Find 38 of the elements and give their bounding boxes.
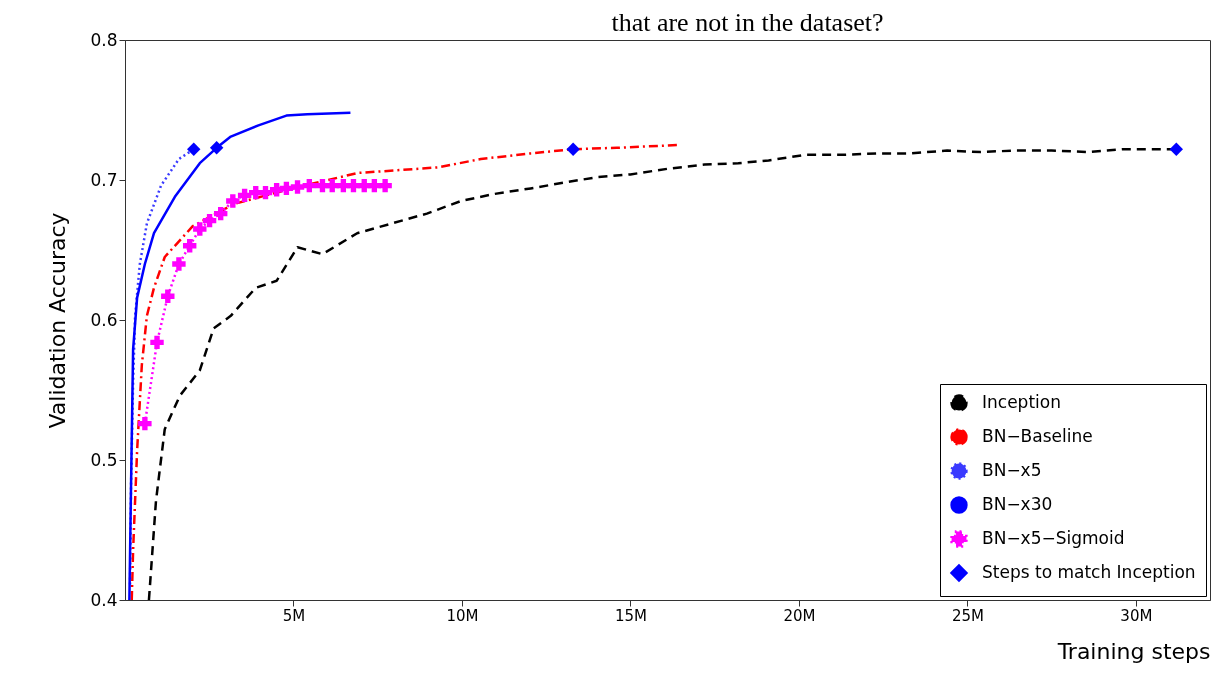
y-tick-label: 0.4 <box>90 589 118 610</box>
x-tick-label: 25M <box>951 606 984 625</box>
y-tick-label: 0.6 <box>90 309 118 330</box>
line-series <box>128 111 352 602</box>
point <box>290 180 305 194</box>
legend-label: Inception <box>982 392 1061 412</box>
point <box>566 142 580 156</box>
x-tick-label: 10M <box>446 606 479 625</box>
point <box>209 141 224 155</box>
y-tick-label: 0.8 <box>90 29 118 50</box>
legend-label: Steps to match Inception <box>982 562 1196 582</box>
x-tick-label: 15M <box>614 606 647 625</box>
point <box>302 178 317 193</box>
point <box>187 142 201 156</box>
y-tick-label: 0.7 <box>90 169 118 190</box>
y-axis-title: Validation Accuracy <box>45 212 71 429</box>
point <box>226 194 240 208</box>
point <box>172 257 186 271</box>
point <box>150 335 164 350</box>
x-axis-title: Training steps <box>1056 638 1211 664</box>
text: that are not in the dataset? <box>611 8 884 37</box>
point <box>182 239 197 253</box>
legend-label: BN−x30 <box>982 494 1053 514</box>
point <box>138 416 152 431</box>
x-tick-label: 5M <box>282 606 306 625</box>
legend-label: BN−x5 <box>982 460 1042 480</box>
line-series <box>130 143 679 602</box>
point <box>1169 142 1184 156</box>
legend-label: BN−x5−Sigmoid <box>982 528 1125 548</box>
point <box>213 206 228 221</box>
point <box>202 213 217 228</box>
point <box>193 222 207 236</box>
x-tick-label: 20M <box>783 606 816 625</box>
point <box>378 178 392 193</box>
legend-label: BN−Baseline <box>982 426 1093 446</box>
y-tick-label: 0.5 <box>90 449 118 470</box>
point <box>161 289 175 303</box>
x-tick-label: 30M <box>1120 606 1153 625</box>
